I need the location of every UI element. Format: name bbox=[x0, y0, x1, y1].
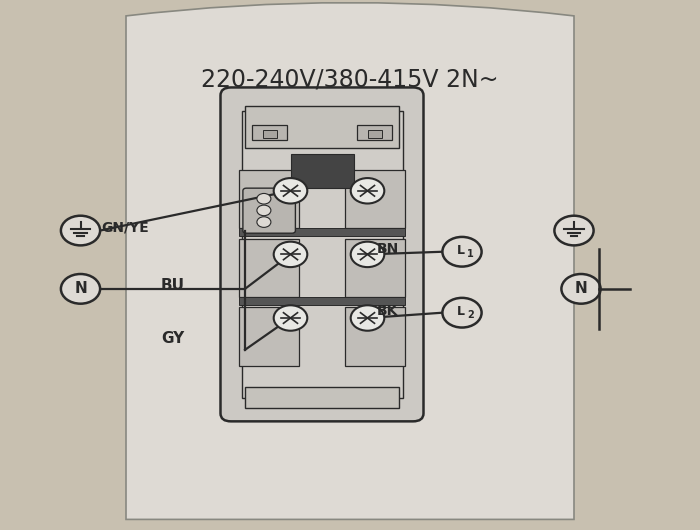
Text: BN: BN bbox=[377, 242, 399, 256]
Bar bbox=[290, 154, 354, 188]
Text: GY: GY bbox=[161, 331, 184, 346]
Bar bbox=[345, 170, 405, 228]
Text: BU: BU bbox=[161, 278, 185, 293]
Text: GN/YE: GN/YE bbox=[102, 221, 149, 235]
Bar bbox=[262, 130, 276, 138]
Bar bbox=[239, 307, 299, 366]
Bar bbox=[245, 387, 399, 408]
Circle shape bbox=[257, 193, 271, 204]
FancyBboxPatch shape bbox=[243, 188, 295, 233]
Bar bbox=[245, 106, 399, 148]
PathPatch shape bbox=[126, 3, 574, 519]
Circle shape bbox=[257, 217, 271, 227]
Bar bbox=[357, 125, 392, 140]
Text: N: N bbox=[575, 281, 587, 296]
Circle shape bbox=[561, 274, 601, 304]
Bar bbox=[239, 297, 405, 305]
Circle shape bbox=[61, 216, 100, 245]
Circle shape bbox=[442, 298, 482, 328]
Circle shape bbox=[274, 242, 307, 267]
Text: 2: 2 bbox=[467, 311, 474, 320]
Text: 1: 1 bbox=[467, 250, 474, 259]
Bar bbox=[252, 125, 287, 140]
Circle shape bbox=[442, 237, 482, 267]
Circle shape bbox=[351, 242, 384, 267]
Text: 220-240V/380-415V 2N~: 220-240V/380-415V 2N~ bbox=[201, 67, 499, 92]
Text: L: L bbox=[456, 244, 465, 257]
Circle shape bbox=[274, 305, 307, 331]
Bar bbox=[241, 111, 402, 398]
Bar bbox=[239, 228, 405, 236]
Bar bbox=[345, 238, 405, 297]
Circle shape bbox=[274, 178, 307, 204]
Text: L: L bbox=[456, 305, 465, 317]
Bar bbox=[368, 130, 382, 138]
Bar bbox=[345, 307, 405, 366]
Text: N: N bbox=[74, 281, 87, 296]
FancyBboxPatch shape bbox=[220, 87, 424, 421]
Circle shape bbox=[257, 205, 271, 216]
Circle shape bbox=[351, 305, 384, 331]
Circle shape bbox=[61, 274, 100, 304]
Circle shape bbox=[554, 216, 594, 245]
Bar bbox=[239, 170, 299, 228]
Text: BK: BK bbox=[377, 304, 398, 318]
Bar bbox=[239, 238, 299, 297]
Circle shape bbox=[351, 178, 384, 204]
